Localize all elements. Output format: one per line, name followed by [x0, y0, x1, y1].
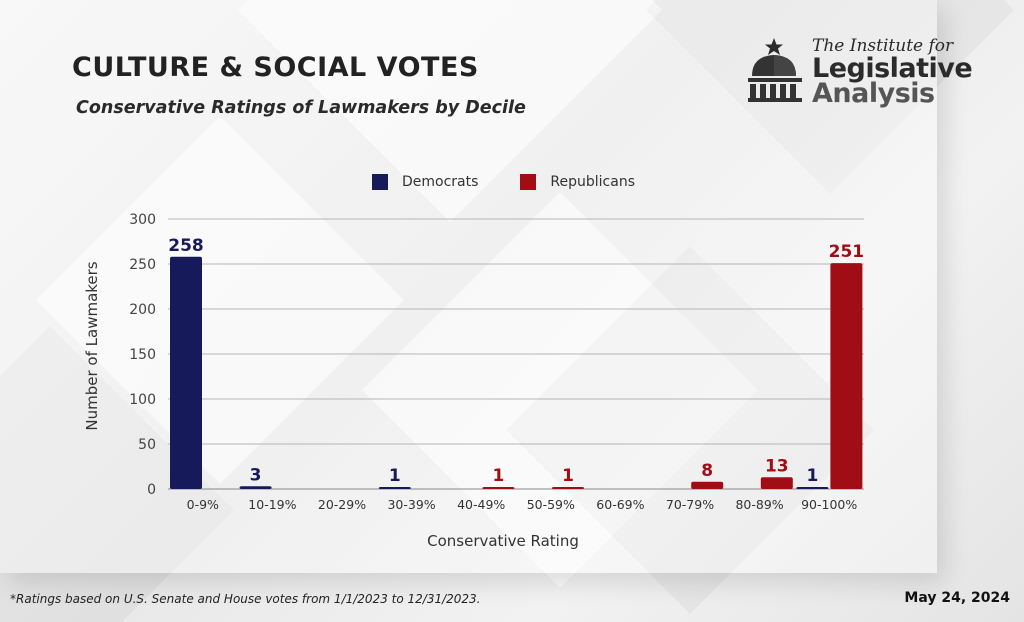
- legend-label-democrats: Democrats: [402, 174, 479, 190]
- y-tick-label: 250: [129, 257, 156, 273]
- logo-line-3: Analysis: [812, 78, 935, 109]
- legend-item-republicans: Republicans: [520, 174, 635, 190]
- y-tick-label: 200: [129, 302, 156, 318]
- y-tick-label: 150: [129, 347, 156, 363]
- x-axis-label: Conservative Rating: [427, 532, 579, 550]
- data-label-republicans: 8: [701, 461, 713, 481]
- publish-date: May 24, 2024: [904, 590, 1010, 606]
- data-label-democrats: 1: [806, 466, 818, 486]
- bar-republicans: [482, 487, 515, 489]
- y-axis-label: Number of Lawmakers: [83, 261, 101, 430]
- bar-republicans: [691, 481, 724, 489]
- data-label-democrats: 3: [250, 465, 262, 485]
- y-tick-label: 300: [129, 212, 156, 228]
- x-tick-label: 40-49%: [457, 497, 505, 512]
- data-label-republicans: 251: [829, 242, 865, 262]
- x-tick-label: 90-100%: [801, 497, 857, 512]
- data-label-republicans: 1: [492, 466, 504, 486]
- bar-democrats: [170, 256, 202, 489]
- capitol-dome-star-icon: [748, 38, 802, 102]
- bar-republicans: [552, 487, 584, 489]
- x-tick-label: 60-69%: [596, 497, 644, 512]
- logo-line-2: Legislative: [812, 53, 973, 84]
- data-label-democrats: 1: [389, 466, 401, 486]
- x-tick-label: 30-39%: [387, 497, 435, 512]
- chart-subtitle: Conservative Ratings of Lawmakers by Dec…: [76, 98, 526, 118]
- bar-democrats: [378, 487, 411, 489]
- bar-democrats: [239, 486, 272, 489]
- x-tick-label: 10-19%: [248, 497, 296, 512]
- bar-republicans: [830, 263, 863, 489]
- legend-label-republicans: Republicans: [550, 174, 636, 190]
- legend-item-democrats: Democrats: [372, 174, 478, 190]
- data-label-republicans: 1: [562, 466, 574, 486]
- bar-republicans: [760, 477, 793, 489]
- x-tick-label: 80-89%: [735, 497, 783, 512]
- y-tick-label: 100: [129, 392, 156, 408]
- x-tick-label: 20-29%: [318, 497, 366, 512]
- x-tick-label: 0-9%: [187, 497, 219, 512]
- data-label-democrats: 258: [168, 236, 204, 256]
- x-tick-label: 50-59%: [527, 497, 575, 512]
- bar-democrats: [796, 487, 829, 489]
- x-tick-label: 70-79%: [666, 497, 714, 512]
- logo-line-1: The Institute for: [812, 36, 954, 56]
- legend-swatch-republicans: [520, 174, 537, 190]
- chart-title: CULTURE & SOCIAL VOTES: [72, 52, 479, 83]
- y-tick-label: 0: [147, 482, 156, 498]
- chart-legend: Democrats Republicans: [372, 174, 635, 190]
- footnote: *Ratings based on U.S. Senate and House …: [10, 592, 481, 606]
- institute-logo: The Institute for Legislative Analysis: [746, 36, 1016, 109]
- legend-swatch-democrats: [372, 174, 388, 190]
- data-label-republicans: 13: [765, 456, 789, 476]
- y-tick-label: 50: [138, 437, 156, 453]
